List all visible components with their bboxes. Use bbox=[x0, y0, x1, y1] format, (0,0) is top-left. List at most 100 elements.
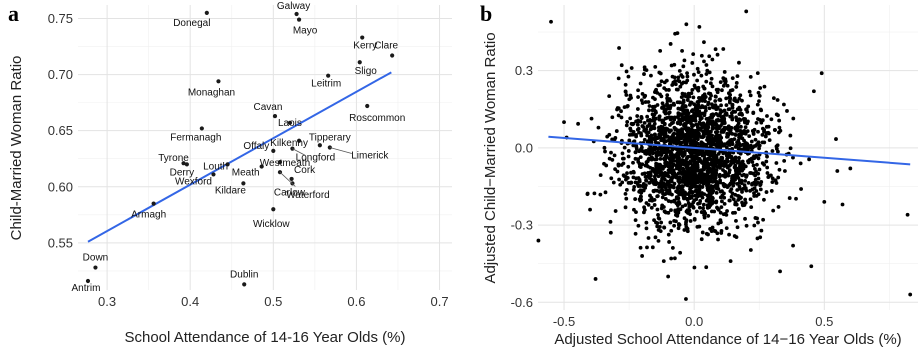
observation-point bbox=[612, 153, 617, 158]
observation-point bbox=[774, 144, 779, 149]
observation-point bbox=[667, 110, 672, 115]
observation-point bbox=[634, 147, 639, 151]
observation-point bbox=[589, 116, 594, 121]
observation-point bbox=[646, 139, 651, 144]
observation-point bbox=[549, 19, 553, 24]
observation-point bbox=[666, 138, 671, 143]
observation-point bbox=[714, 122, 719, 127]
observation-point bbox=[733, 132, 737, 137]
observation-point bbox=[652, 197, 657, 202]
observation-point bbox=[819, 71, 824, 76]
observation-point bbox=[652, 203, 657, 207]
observation-point bbox=[623, 89, 628, 94]
county-point bbox=[204, 10, 209, 15]
observation-point bbox=[623, 82, 628, 87]
observation-point bbox=[662, 122, 667, 127]
county-point bbox=[390, 53, 395, 58]
observation-point bbox=[735, 123, 740, 128]
observation-point bbox=[758, 86, 763, 90]
county-point bbox=[241, 181, 246, 186]
observation-point bbox=[777, 125, 782, 130]
observation-point bbox=[626, 154, 631, 159]
observation-point bbox=[643, 151, 647, 156]
observation-point bbox=[677, 150, 682, 154]
observation-point bbox=[613, 209, 618, 213]
observation-point bbox=[773, 178, 778, 183]
observation-point bbox=[708, 96, 712, 101]
observation-point bbox=[661, 191, 665, 196]
observation-point bbox=[652, 118, 657, 123]
observation-point bbox=[727, 232, 731, 237]
observation-point bbox=[697, 109, 702, 114]
observation-point bbox=[680, 75, 685, 79]
observation-point bbox=[710, 112, 715, 117]
observation-point bbox=[734, 85, 739, 89]
observation-point bbox=[905, 212, 910, 217]
observation-point bbox=[621, 161, 626, 166]
observation-point bbox=[677, 100, 681, 105]
observation-point bbox=[621, 156, 626, 161]
observation-point bbox=[734, 115, 738, 120]
observation-point bbox=[616, 163, 621, 168]
observation-point bbox=[743, 164, 748, 169]
observation-point bbox=[643, 163, 648, 168]
observation-point bbox=[622, 174, 627, 178]
observation-point bbox=[680, 91, 685, 96]
observation-point bbox=[716, 87, 721, 92]
county-point bbox=[277, 159, 283, 165]
observation-point bbox=[646, 157, 651, 162]
observation-point bbox=[766, 130, 771, 135]
observation-point bbox=[603, 190, 608, 195]
observation-point bbox=[668, 98, 673, 103]
observation-point bbox=[619, 109, 623, 114]
observation-point bbox=[662, 182, 667, 187]
observation-point bbox=[656, 216, 661, 221]
observation-point bbox=[676, 78, 681, 83]
y-tick-label: 0.75 bbox=[48, 11, 73, 26]
observation-point bbox=[646, 100, 651, 104]
observation-point bbox=[642, 65, 647, 70]
observation-point bbox=[769, 189, 774, 193]
observation-point bbox=[776, 149, 780, 154]
observation-point bbox=[686, 154, 691, 159]
observation-point bbox=[714, 107, 719, 112]
observation-point bbox=[704, 161, 709, 166]
observation-point bbox=[743, 141, 748, 145]
observation-point bbox=[736, 146, 741, 151]
observation-point bbox=[661, 171, 666, 176]
observation-point bbox=[710, 179, 715, 184]
observation-point bbox=[750, 181, 755, 186]
observation-point bbox=[778, 269, 782, 274]
observation-point bbox=[746, 180, 751, 185]
observation-point bbox=[734, 118, 739, 123]
observation-point bbox=[735, 188, 740, 192]
observation-point bbox=[809, 264, 814, 269]
panel-b-ticks: -0.5 0.0 0.5 -0.6 -0.3 0.0 0.3 bbox=[511, 63, 834, 329]
observation-point bbox=[681, 98, 686, 103]
observation-point bbox=[710, 175, 715, 180]
observation-point bbox=[754, 182, 758, 187]
observation-point bbox=[735, 74, 740, 79]
observation-point bbox=[704, 116, 709, 121]
observation-point bbox=[660, 204, 665, 209]
observation-point bbox=[695, 100, 700, 104]
observation-point bbox=[788, 133, 793, 138]
observation-point bbox=[752, 156, 757, 161]
observation-point bbox=[738, 135, 743, 140]
observation-point bbox=[689, 100, 693, 105]
observation-point bbox=[681, 151, 686, 156]
observation-point bbox=[657, 70, 662, 75]
observation-point bbox=[726, 91, 731, 96]
observation-point bbox=[685, 126, 690, 131]
observation-point bbox=[672, 181, 677, 186]
county-label: Waterford bbox=[286, 190, 330, 201]
observation-point bbox=[691, 128, 696, 133]
observation-point bbox=[646, 130, 651, 135]
observation-point bbox=[696, 88, 701, 93]
observation-point bbox=[655, 224, 660, 229]
observation-point bbox=[650, 104, 655, 109]
observation-point bbox=[739, 124, 743, 129]
observation-point bbox=[770, 176, 775, 181]
county-label: Kerry bbox=[353, 41, 377, 52]
observation-point bbox=[687, 205, 692, 209]
